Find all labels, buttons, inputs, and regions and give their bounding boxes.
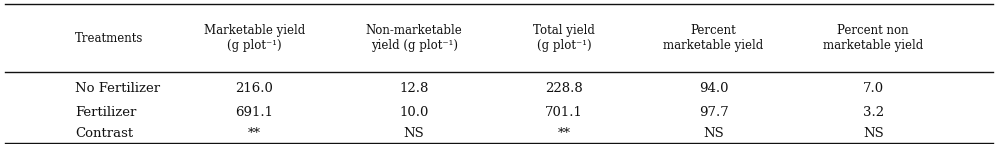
Text: Fertilizer: Fertilizer <box>75 106 136 119</box>
Text: 3.2: 3.2 <box>862 106 884 119</box>
Text: NS: NS <box>404 127 424 140</box>
Text: NS: NS <box>863 127 883 140</box>
Text: Marketable yield
(g plot⁻¹): Marketable yield (g plot⁻¹) <box>204 24 305 52</box>
Text: 12.8: 12.8 <box>399 82 429 95</box>
Text: Contrast: Contrast <box>75 127 133 140</box>
Text: 10.0: 10.0 <box>399 106 429 119</box>
Text: Percent non
marketable yield: Percent non marketable yield <box>823 24 923 52</box>
Text: 216.0: 216.0 <box>236 82 273 95</box>
Text: 228.8: 228.8 <box>545 82 583 95</box>
Text: **: ** <box>557 127 571 140</box>
Text: 691.1: 691.1 <box>236 106 273 119</box>
Text: NS: NS <box>704 127 724 140</box>
Text: Percent
marketable yield: Percent marketable yield <box>664 24 763 52</box>
Text: 7.0: 7.0 <box>862 82 884 95</box>
Text: 94.0: 94.0 <box>699 82 729 95</box>
Text: 701.1: 701.1 <box>545 106 583 119</box>
Text: Total yield
(g plot⁻¹): Total yield (g plot⁻¹) <box>533 24 595 52</box>
Text: 97.7: 97.7 <box>699 106 729 119</box>
Text: Treatments: Treatments <box>75 32 144 45</box>
Text: **: ** <box>248 127 261 140</box>
Text: No Fertilizer: No Fertilizer <box>75 82 160 95</box>
Text: Non-marketable
yield (g plot⁻¹): Non-marketable yield (g plot⁻¹) <box>366 24 462 52</box>
